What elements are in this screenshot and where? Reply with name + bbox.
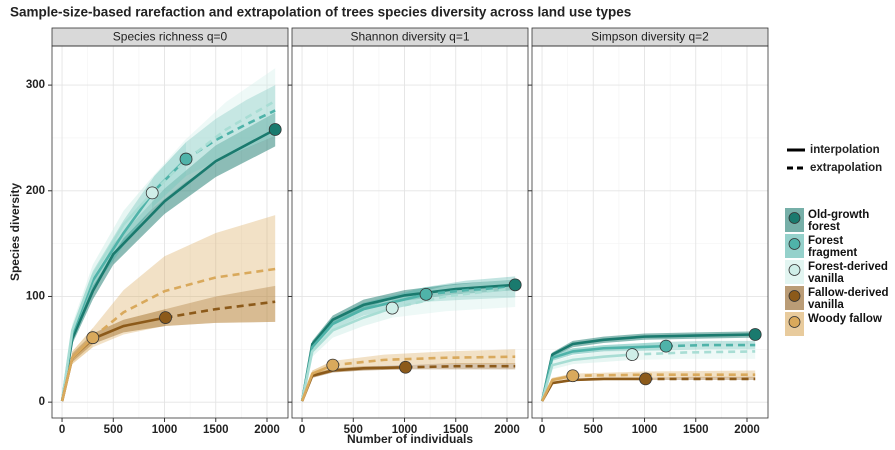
extrapolation-line	[391, 286, 516, 310]
reference-point	[268, 123, 282, 136]
confidence-band	[302, 360, 333, 402]
interpolation-line	[540, 353, 633, 402]
confidence-band	[62, 309, 166, 402]
x-tick-label: 2000	[254, 424, 280, 436]
x-tick-label: 500	[104, 424, 123, 436]
reference-point	[659, 339, 673, 353]
y-tick-label: 300	[26, 79, 45, 91]
x-tick-label: 1000	[392, 424, 418, 436]
facet-title: Shannon diversity q=1	[350, 30, 469, 44]
x-tick-label: 500	[584, 424, 603, 436]
extrapolation-line	[91, 267, 276, 339]
extrapolation-line	[165, 300, 276, 319]
reference-point	[508, 278, 522, 292]
reference-point	[385, 301, 399, 315]
extrapolation-line	[425, 285, 516, 296]
interpolation-line	[540, 344, 667, 402]
extrapolation-line	[572, 373, 756, 378]
reference-point	[419, 287, 433, 301]
x-tick-label: 1500	[203, 424, 229, 436]
facet-title: Species richness q=0	[113, 30, 228, 44]
confidence-band	[332, 349, 516, 370]
reference-point	[748, 328, 762, 341]
legend-label: Forest fragment	[808, 235, 858, 259]
y-axis-label: Species diversity	[8, 183, 22, 281]
extrapolation-line	[405, 364, 516, 369]
x-tick-label: 1500	[683, 424, 709, 436]
panel-border	[291, 45, 529, 419]
chart-title: Sample-size-based rarefaction and extrap…	[10, 5, 631, 20]
interpolation-line	[300, 306, 393, 402]
confidence-band	[62, 177, 153, 402]
interpolation-line	[60, 336, 94, 402]
confidence-band	[186, 85, 276, 176]
x-tick-label: 500	[344, 424, 363, 436]
x-tick-label: 0	[539, 424, 545, 436]
reference-point	[159, 311, 172, 325]
reference-point	[639, 372, 652, 386]
y-tick-label: 200	[26, 185, 45, 197]
confidence-band	[302, 298, 393, 402]
legend-point	[788, 238, 801, 250]
interpolation-line	[540, 333, 756, 402]
interpolation-line	[300, 363, 334, 402]
legend-label: Old-growth forest	[808, 209, 870, 233]
legend-point	[788, 264, 801, 276]
legend-point	[788, 290, 801, 302]
confidence-band	[92, 215, 276, 348]
panel-background	[532, 46, 768, 418]
interpolation-line	[60, 192, 154, 402]
legend-label: Woody fallow	[808, 313, 882, 325]
confidence-band	[572, 370, 756, 378]
reference-point	[145, 186, 159, 200]
reference-point	[625, 348, 639, 361]
legend-point	[788, 316, 801, 328]
extrapolation-line	[332, 355, 516, 367]
x-tick-label: 0	[299, 424, 305, 436]
legend-label: interpolation	[810, 144, 880, 156]
panel-border	[531, 45, 769, 419]
interpolation-line	[540, 374, 574, 402]
reference-point	[566, 369, 580, 383]
legend-label: Forest-derived vanilla	[808, 261, 888, 285]
panel-border	[51, 45, 289, 419]
extrapolation-line	[666, 343, 756, 348]
legend-label: Fallow-derived vanilla	[808, 287, 889, 311]
legend-label: extrapolation	[810, 162, 882, 174]
confidence-band	[152, 68, 276, 209]
confidence-band	[62, 142, 187, 402]
x-tick-label: 1500	[443, 424, 469, 436]
reference-point	[86, 331, 100, 345]
extrapolation-line	[151, 99, 276, 194]
reference-point	[326, 358, 340, 372]
x-axis-label: Number of individuals	[347, 432, 473, 446]
legend-point	[788, 212, 801, 224]
interpolation-line	[300, 283, 516, 402]
reference-point	[399, 360, 412, 374]
y-tick-label: 100	[26, 290, 45, 302]
extrapolation-line	[632, 350, 756, 356]
confidence-band	[165, 285, 276, 327]
x-tick-label: 2000	[494, 424, 520, 436]
x-tick-label: 0	[59, 424, 65, 436]
confidence-band	[666, 340, 756, 351]
panel-background	[52, 46, 288, 418]
x-tick-label: 1000	[632, 424, 658, 436]
x-tick-label: 1000	[152, 424, 178, 436]
x-tick-label: 2000	[734, 424, 760, 436]
y-tick-label: 0	[39, 396, 45, 408]
facet-title: Simpson diversity q=2	[591, 30, 709, 44]
reference-point	[179, 152, 193, 166]
